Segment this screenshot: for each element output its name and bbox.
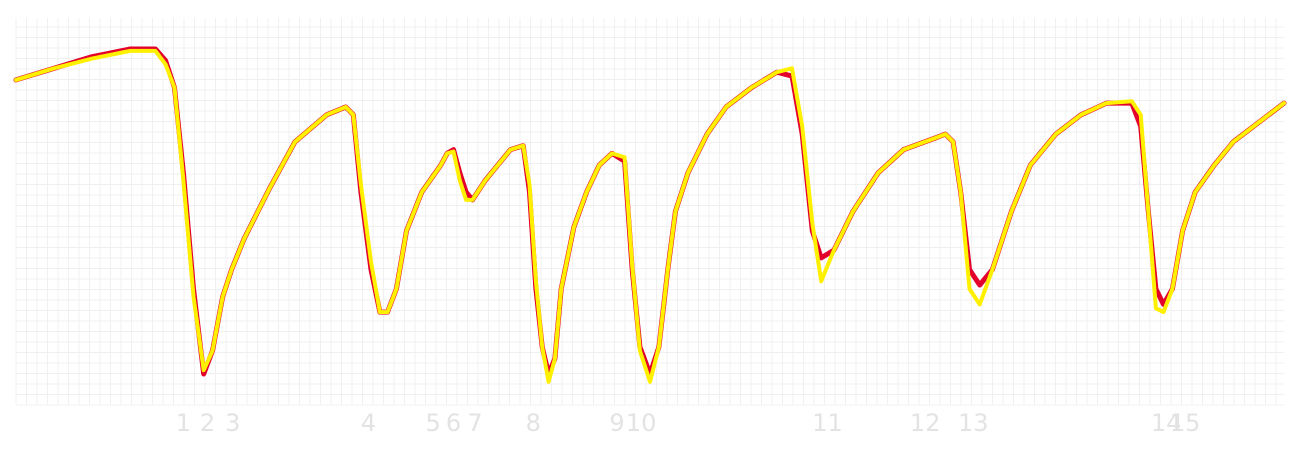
- chart-series-group: [13, 46, 1287, 384]
- marker-label: 5: [426, 409, 441, 437]
- marker-label: 4: [361, 409, 376, 437]
- chart-grid: [15, 18, 1284, 406]
- marker-label: 10: [626, 409, 657, 437]
- series-line-2: [14, 48, 1286, 384]
- marker-label: 15: [1170, 409, 1201, 437]
- marker-label: 6: [446, 409, 461, 437]
- marker-label: 1: [176, 409, 191, 437]
- series-line-1: [13, 46, 1287, 377]
- marker-label: 14: [1151, 409, 1182, 437]
- marker-label: 3: [225, 409, 240, 437]
- marker-label: 9: [609, 409, 624, 437]
- marker-label: 13: [958, 409, 989, 437]
- marker-label: 7: [467, 409, 482, 437]
- marker-label: 2: [200, 409, 215, 437]
- marker-label: 8: [526, 409, 541, 437]
- marker-label: 11: [812, 409, 843, 437]
- marker-label: 12: [910, 409, 941, 437]
